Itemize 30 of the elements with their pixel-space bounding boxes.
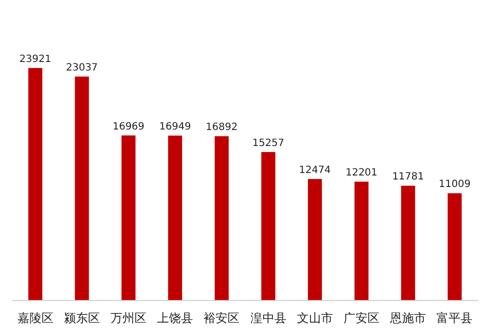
x-tick-label: 万州区	[110, 311, 146, 325]
bar	[74, 76, 89, 300]
x-tick-label: 裕安区	[204, 311, 240, 325]
data-label: 15257	[252, 138, 284, 150]
bar	[448, 193, 462, 300]
data-label: 23921	[19, 54, 52, 65]
data-label: 11009	[438, 179, 471, 190]
bar	[28, 68, 42, 300]
bar	[214, 136, 229, 300]
x-tick-label: 富平县	[436, 311, 473, 325]
data-label: 12474	[298, 165, 331, 176]
x-tick-label: 恩施市	[389, 311, 426, 325]
data-label: 16969	[112, 121, 144, 132]
data-label: 16892	[206, 122, 238, 134]
bar	[168, 136, 182, 300]
x-tick-label: 嘉陵区	[17, 311, 54, 325]
data-label: 12201	[346, 168, 378, 179]
bar	[122, 135, 136, 300]
data-label: 23037	[66, 62, 98, 74]
x-tick-label: 上饶县	[157, 311, 194, 325]
x-tick-label: 颍东区	[64, 311, 100, 325]
data-label: 16949	[159, 122, 192, 133]
x-tick-label: 广安区	[344, 311, 380, 325]
bar	[401, 186, 416, 300]
x-tick-label: 湟中县	[250, 311, 286, 325]
bar	[354, 182, 368, 300]
bar	[261, 152, 276, 300]
x-tick-label: 文山市	[296, 311, 333, 325]
bar	[308, 179, 322, 300]
data-label: 11781	[392, 172, 424, 183]
